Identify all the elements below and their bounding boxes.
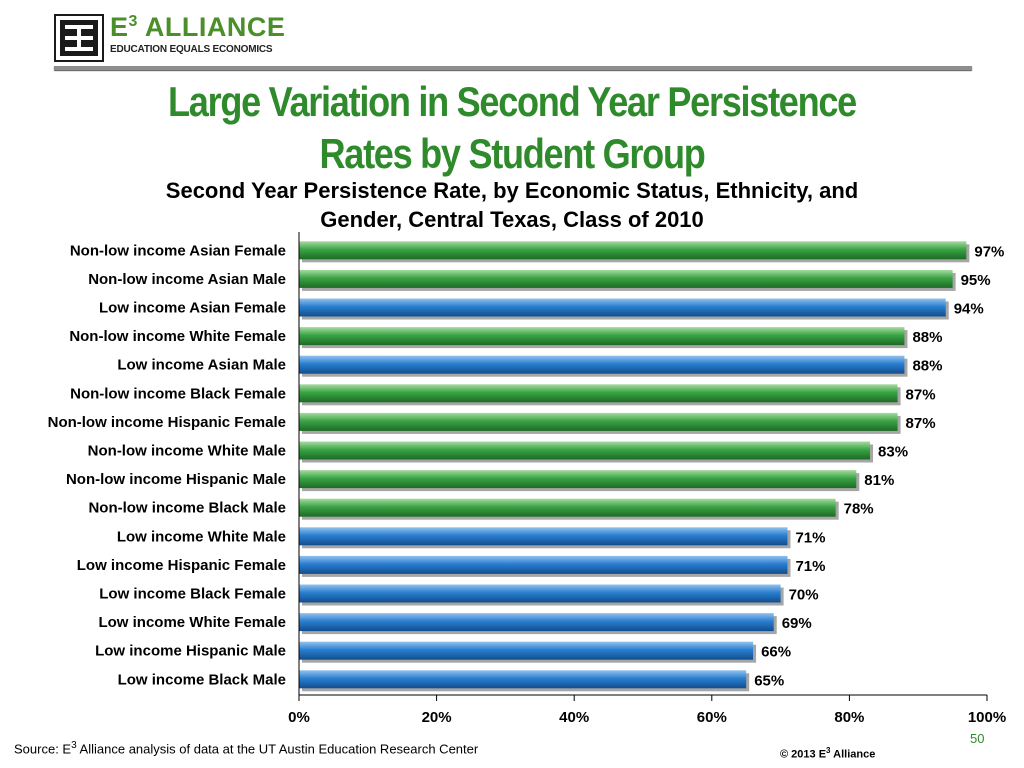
category-label-non-low-income-white-male: Non-low income White Male bbox=[88, 443, 286, 460]
value-label-low-income-hispanic-female: 71% bbox=[795, 558, 825, 575]
category-label-non-low-income-black-female: Non-low income Black Female bbox=[70, 385, 286, 402]
chart-title-line-2: Gender, Central Texas, Class of 2010 bbox=[320, 207, 704, 232]
chart-title-line-1: Second Year Persistence Rate, by Economi… bbox=[165, 178, 859, 203]
category-label-non-low-income-hispanic-female: Non-low income Hispanic Female bbox=[48, 414, 286, 431]
bar-low-income-asian-male bbox=[299, 355, 905, 374]
bar-non-low-income-black-female bbox=[299, 384, 898, 403]
category-label-low-income-hispanic-male: Low income Hispanic Male bbox=[95, 643, 286, 660]
slide-title-line-1: Large Variation in Second Year Persisten… bbox=[168, 78, 857, 125]
category-label-low-income-white-female: Low income White Female bbox=[98, 614, 286, 631]
x-tick-label: 20% bbox=[422, 709, 452, 726]
x-tick-label: 80% bbox=[834, 709, 864, 726]
category-label-low-income-asian-female: Low income Asian Female bbox=[99, 300, 286, 317]
x-tick-label: 40% bbox=[559, 709, 589, 726]
category-label-non-low-income-asian-female: Non-low income Asian Female bbox=[70, 242, 286, 259]
category-label-low-income-black-female: Low income Black Female bbox=[99, 586, 286, 603]
e3-logo-mark-icon bbox=[54, 14, 104, 62]
category-label-low-income-asian-male: Low income Asian Male bbox=[117, 357, 286, 374]
x-tick-label: 60% bbox=[697, 709, 727, 726]
bar-low-income-white-female bbox=[299, 613, 774, 632]
value-label-non-low-income-hispanic-male: 81% bbox=[864, 472, 894, 489]
bar-low-income-black-male bbox=[299, 670, 747, 689]
value-label-non-low-income-black-female: 87% bbox=[906, 386, 936, 403]
value-label-non-low-income-asian-male: 95% bbox=[961, 272, 991, 289]
category-label-low-income-hispanic-female: Low income Hispanic Female bbox=[77, 557, 286, 574]
page-number: 50 bbox=[970, 731, 985, 746]
bar-low-income-white-male bbox=[299, 527, 788, 546]
bar-low-income-hispanic-male bbox=[299, 641, 754, 660]
value-label-low-income-asian-male: 88% bbox=[912, 358, 942, 375]
value-label-low-income-hispanic-male: 66% bbox=[761, 644, 791, 661]
value-label-low-income-asian-female: 94% bbox=[954, 301, 984, 318]
logo-tagline: EDUCATION EQUALS ECONOMICS bbox=[110, 44, 273, 55]
bar-non-low-income-white-female bbox=[299, 327, 905, 346]
value-label-non-low-income-white-female: 88% bbox=[912, 329, 942, 346]
category-label-non-low-income-black-male: Non-low income Black Male bbox=[88, 500, 286, 517]
category-label-low-income-white-male: Low income White Male bbox=[117, 528, 286, 545]
value-label-non-low-income-white-male: 83% bbox=[878, 444, 908, 461]
value-label-non-low-income-black-male: 78% bbox=[844, 501, 874, 518]
category-label-non-low-income-white-female: Non-low income White Female bbox=[69, 328, 286, 345]
bar-non-low-income-hispanic-female bbox=[299, 412, 898, 431]
bar-non-low-income-asian-male bbox=[299, 269, 953, 288]
bar-low-income-black-female bbox=[299, 584, 781, 603]
value-label-non-low-income-asian-female: 97% bbox=[974, 243, 1004, 260]
value-label-low-income-black-female: 70% bbox=[789, 587, 819, 604]
e3-alliance-logo: E3 ALLIANCE EDUCATION EQUALS ECONOMICS bbox=[54, 12, 285, 64]
source-note: Source: E3 Alliance analysis of data at … bbox=[14, 740, 479, 757]
logo-name: E3 ALLIANCE bbox=[110, 12, 286, 42]
x-tick-label: 100% bbox=[968, 709, 1006, 726]
slide-title-line-2: Rates by Student Group bbox=[319, 130, 705, 177]
category-label-non-low-income-hispanic-male: Non-low income Hispanic Male bbox=[66, 471, 286, 488]
value-label-low-income-black-male: 65% bbox=[754, 672, 784, 689]
category-label-low-income-black-male: Low income Black Male bbox=[118, 671, 286, 688]
bar-non-low-income-asian-female bbox=[299, 241, 967, 260]
value-label-low-income-white-female: 69% bbox=[782, 615, 812, 632]
header-divider bbox=[54, 66, 972, 70]
value-label-non-low-income-hispanic-female: 87% bbox=[906, 415, 936, 432]
bar-non-low-income-black-male bbox=[299, 498, 836, 517]
bar-low-income-hispanic-female bbox=[299, 555, 788, 574]
category-label-non-low-income-asian-male: Non-low income Asian Male bbox=[88, 271, 286, 288]
bar-non-low-income-hispanic-male bbox=[299, 470, 857, 489]
persistence-bar-chart: Non-low income Asian Female 97% Non-low in… bbox=[48, 232, 1006, 726]
slide-title: Large Variation in Second Year Persisten… bbox=[72, 76, 953, 180]
value-label-low-income-white-male: 71% bbox=[795, 529, 825, 546]
bar-non-low-income-white-male bbox=[299, 441, 871, 460]
chart-title: Second Year Persistence Rate, by Economi… bbox=[0, 176, 1024, 234]
bar-low-income-asian-female bbox=[299, 298, 946, 317]
copyright-notice: © 2013 E3 Alliance bbox=[780, 746, 876, 761]
x-tick-label: 0% bbox=[288, 709, 310, 726]
